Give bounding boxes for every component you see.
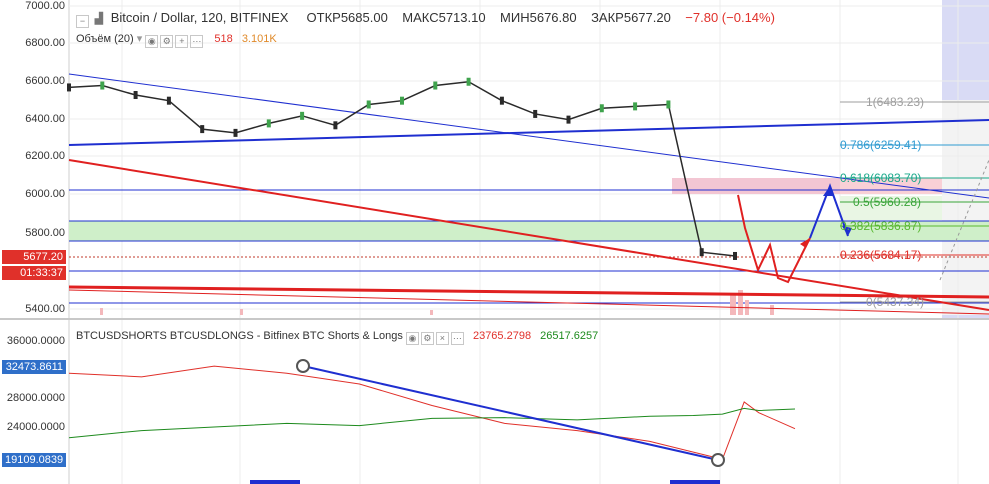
price-candle: [400, 96, 404, 105]
horizontal-levels: [69, 189, 989, 304]
fib-label: 0.236(5684.17): [840, 248, 922, 262]
fib-label: 0.382(5836.87): [840, 219, 922, 233]
support-zone: [69, 221, 989, 241]
volume-label: Объём (20): [76, 33, 134, 45]
price-candle: [699, 248, 704, 257]
symbol-legend: − ▟ Bitcoin / Dollar, 120, BITFINEX ОТКР…: [76, 10, 775, 28]
descending-trendline: [68, 73, 989, 199]
price-candle: [466, 77, 471, 86]
red-support-line-thin: [68, 289, 989, 315]
fib-label: 0.5(5960.28): [853, 195, 922, 209]
price-tick: 6400.00: [25, 113, 65, 125]
candle-type-icon: ▟: [94, 13, 104, 25]
open-value: 5685.00: [340, 10, 388, 25]
indicator-lines: [68, 365, 796, 460]
indicator-axis[interactable]: 36000.0000 28000.0000 24000.0000 32473.8…: [0, 320, 68, 484]
price-candle: [533, 109, 538, 118]
change-value: −7.80 (−0.14%): [685, 10, 775, 25]
collapse-icon[interactable]: −: [76, 15, 89, 28]
trendline-anchor-end[interactable]: [711, 453, 725, 467]
price-tick: 5400.00: [25, 303, 65, 315]
countdown-badge: 01:33:37: [2, 266, 66, 280]
red-forecast-path: [737, 194, 811, 284]
fib-label: 0.618(6083.70): [840, 171, 922, 185]
fib-labels: 1(6483.23) 0.786(6259.41) 0.618(6083.70)…: [840, 95, 925, 309]
ascending-trendline: [68, 119, 989, 146]
price-candle: [300, 111, 305, 120]
price-candle: [200, 125, 205, 134]
settings-icon[interactable]: ⚙: [420, 332, 434, 345]
projection-dashed: [939, 159, 989, 281]
red-support-line: [68, 285, 989, 299]
shorts-value: 23765.2798: [472, 330, 532, 342]
price-tick: 6600.00: [25, 75, 65, 87]
price-tick: 7000.00: [25, 0, 65, 12]
high-value: 5713.10: [438, 10, 486, 25]
indicator-tick: 28000.0000: [6, 392, 65, 404]
longs-marker-badge: 19109.0839: [2, 453, 66, 467]
shorts-trendline: [302, 365, 719, 461]
chevron-down-icon[interactable]: ▾: [136, 33, 143, 45]
price-candles: [67, 77, 737, 260]
price-candle: [133, 91, 138, 100]
volume-legend: Объём (20) ▾ ◉ ⚙ + ⋯ 518 3.101K: [76, 32, 277, 48]
indicator-legend: BTCUSDSHORTS BTCUSDLONGS - Bitfinex BTC …: [76, 330, 598, 345]
close-icon[interactable]: ×: [435, 332, 449, 345]
close-label: ЗАКР: [591, 10, 624, 25]
price-tick: 6000.00: [25, 188, 65, 200]
volume-value-2: 3.101K: [241, 33, 277, 45]
eye-icon[interactable]: ◉: [405, 332, 419, 345]
fibonacci-lines: [840, 101, 989, 303]
eye-icon[interactable]: ◉: [145, 35, 159, 48]
fib-label: 0(5437.34): [866, 295, 925, 309]
price-candle: [266, 119, 271, 128]
close-value: 5677.20: [623, 10, 671, 25]
price-candle: [433, 81, 438, 90]
price-tick: 5800.00: [25, 227, 65, 239]
indicator-tick: 24000.0000: [6, 421, 65, 433]
price-candle: [733, 251, 737, 260]
low-label: МИН: [500, 10, 530, 25]
settings-icon[interactable]: ⚙: [160, 35, 174, 48]
fib-label: 1(6483.23): [866, 95, 925, 109]
symbol-title: Bitcoin / Dollar, 120, BITFINEX: [110, 10, 289, 25]
price-tick: 6800.00: [25, 37, 65, 49]
price-candle: [233, 128, 238, 137]
price-candle: [166, 96, 171, 105]
shorts-series-line: [68, 365, 796, 460]
price-axis[interactable]: 7000.00 6800.00 6600.00 6400.00 6200.00 …: [0, 0, 68, 318]
longs-series-line: [68, 407, 796, 439]
price-candle: [499, 96, 504, 105]
low-value: 5676.80: [529, 10, 577, 25]
last-price-badge: 5677.20: [2, 250, 66, 264]
shorts-marker-badge: 32473.8611: [2, 360, 66, 374]
price-candle: [67, 83, 71, 92]
price-candle: [366, 100, 371, 109]
longs-value: 26517.6257: [540, 330, 599, 342]
price-candle: [666, 100, 671, 109]
price-candle: [599, 104, 604, 113]
open-label: ОТКР: [306, 10, 341, 25]
more-icon[interactable]: ⋯: [450, 332, 464, 345]
more-icon[interactable]: ⋯: [190, 35, 204, 48]
indicator-tick: 36000.0000: [6, 335, 65, 347]
fib-label: 0.786(6259.41): [840, 138, 922, 152]
volume-value-1: 518: [214, 33, 233, 45]
price-tick: 6200.00: [25, 150, 65, 162]
indicator-title: BTCUSDSHORTS BTCUSDLONGS - Bitfinex BTC …: [76, 330, 403, 342]
add-icon[interactable]: +: [175, 35, 189, 48]
high-label: МАКС: [402, 10, 439, 25]
red-trendline: [68, 159, 989, 311]
price-candle: [566, 115, 571, 124]
price-candle: [100, 81, 105, 90]
price-candle: [633, 102, 638, 111]
trendline-anchor-start[interactable]: [296, 359, 310, 373]
price-candle: [333, 121, 338, 130]
